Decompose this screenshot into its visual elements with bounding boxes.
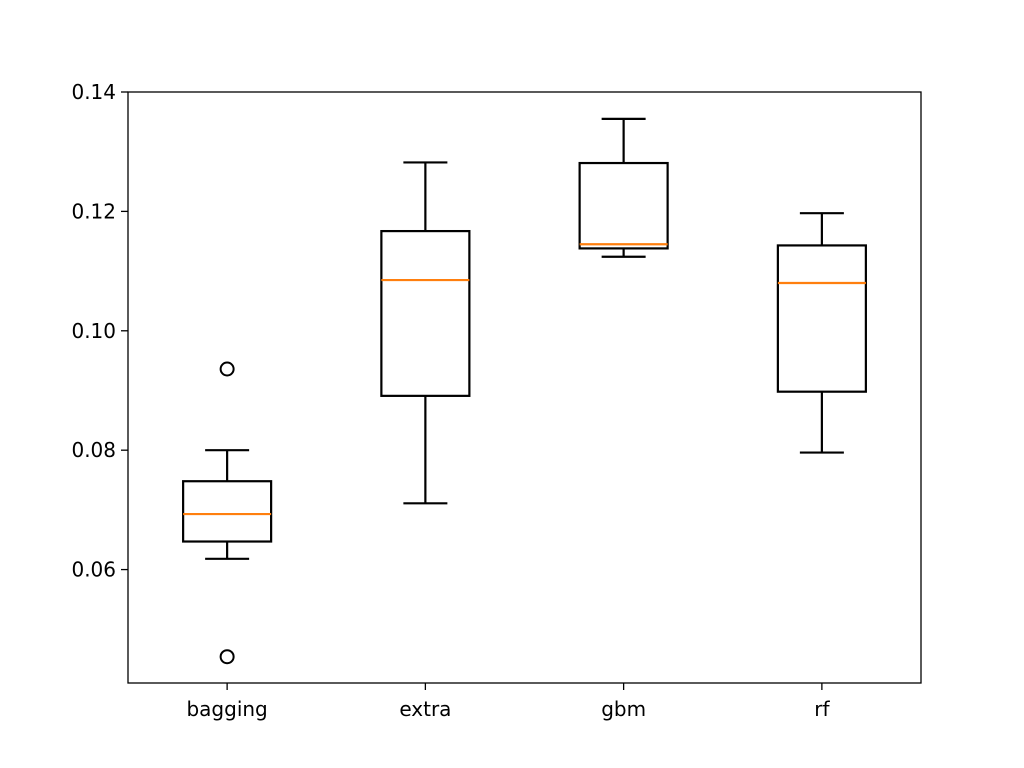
outlier-point (219, 649, 235, 665)
axes-frame (127, 91, 922, 684)
outlier-point (219, 361, 235, 377)
box-body (776, 244, 867, 393)
box-body (578, 161, 669, 250)
plot-area (182, 117, 867, 665)
x-tick-label: rf (814, 697, 830, 721)
x-tick-label: extra (399, 697, 451, 721)
y-tick-label: 0.08 (71, 438, 116, 462)
x-tick-label: gbm (601, 697, 646, 721)
box-body (380, 229, 471, 397)
axes: 0.06 0.08 0.10 0.12 0.14 bagging extra gbm rf (71, 80, 830, 721)
box-extra (380, 161, 471, 505)
box-gbm (578, 117, 669, 258)
y-tick-label: 0.06 (71, 558, 116, 582)
box-rf (776, 212, 867, 454)
y-tick-label: 0.12 (71, 199, 116, 223)
x-tick-label: bagging (186, 697, 267, 721)
y-tick-label: 0.14 (71, 80, 116, 104)
box-body (182, 480, 273, 543)
y-tick-label: 0.10 (71, 319, 116, 343)
box-bagging (182, 361, 273, 665)
